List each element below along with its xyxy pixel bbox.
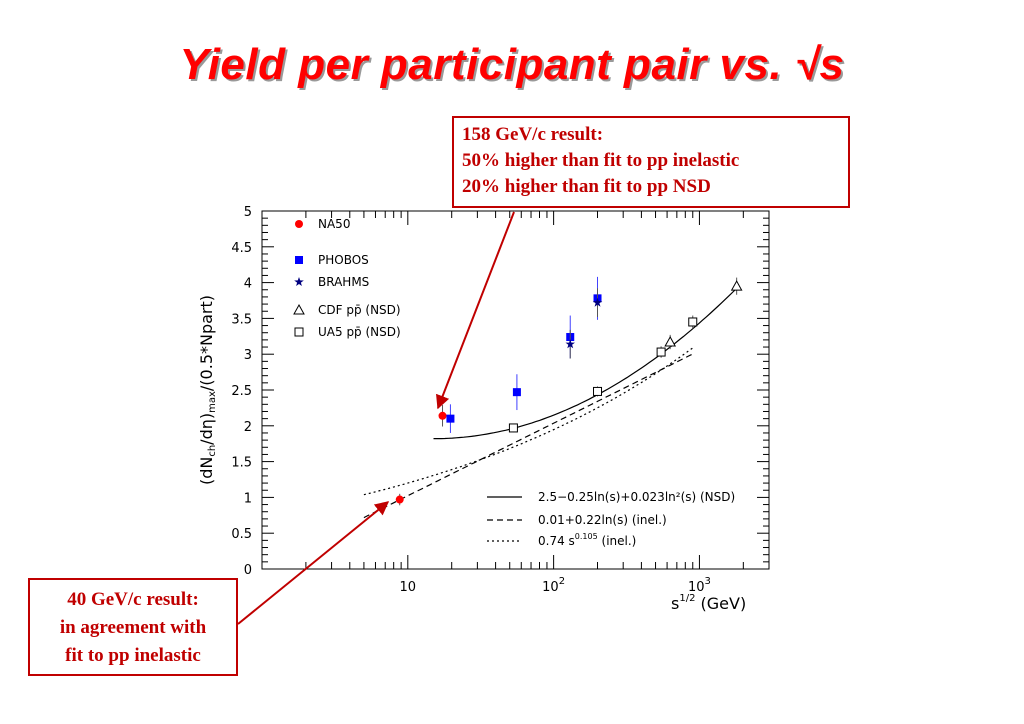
- legend: NA50 PHOBOS BRAHMS CDF pp̄ (NSD) UA5 pp̄ (NS…: [293, 217, 401, 339]
- y-tick-label: 1.5: [231, 456, 252, 471]
- ua5-pp-nsd-point: [688, 317, 698, 327]
- callout-40gev-line-3: fit to pp inelastic: [65, 645, 201, 666]
- y-tick-label: 3.5: [231, 312, 252, 327]
- callout-158gev: 158 GeV/c result: 50% higher than fit to…: [452, 116, 850, 208]
- brahms-point: [592, 297, 603, 307]
- fit-lines: [363, 287, 738, 519]
- x-axis-label: s1/2 (GeV): [671, 593, 746, 613]
- cdf-pp-nsd-point: [664, 335, 677, 347]
- y-tick-label: 3: [244, 348, 252, 363]
- data-points: [395, 276, 743, 506]
- fit-legend-label-dotted: 0.74 s0.105 (inel.): [538, 532, 636, 548]
- ua5-pp-nsd-point: [593, 386, 603, 396]
- na50-point: [438, 411, 447, 420]
- y-tick-label: 0.5: [231, 527, 252, 542]
- na50-point: [395, 495, 404, 504]
- y-tick-label: 0: [244, 563, 252, 578]
- ua5-pp-nsd-point: [508, 423, 518, 433]
- phobos-point: [446, 414, 455, 423]
- callout-40gev-line-2: in agreement with: [59, 617, 207, 638]
- callout-40gev: 40 GeV/c result: in agreement with fit t…: [28, 578, 238, 676]
- y-tick-label: 4: [244, 277, 252, 292]
- callout-top-arrow: [436, 211, 515, 410]
- legend-marker-cdf-pp-nsd: [293, 303, 305, 315]
- fit-curve-dotted: [363, 347, 694, 496]
- y-tick-label: 4.5: [231, 241, 252, 256]
- legend-marker-phobos: [295, 256, 303, 264]
- legend-label-ua5-pp-nsd: UA5 pp̄ (NSD): [318, 325, 401, 339]
- x-axis: 10 102 103: [261, 211, 770, 595]
- cdf-pp-nsd-point: [730, 280, 743, 291]
- fit-curve-dashed: [363, 353, 694, 519]
- callout-158gev-line-3: 20% higher than fit to pp NSD: [462, 176, 711, 197]
- y-tick-label: 2.5: [231, 384, 252, 399]
- y-tick-label: 5: [244, 205, 252, 220]
- fit-legend: 2.5−0.25ln(s)+0.023ln²(s) (NSD) 0.01+0.22…: [487, 490, 735, 548]
- fit-curve-solid: [433, 287, 738, 440]
- y-tick-label: 1: [244, 491, 252, 506]
- legend-marker-na50: [295, 220, 303, 228]
- y-tick-label: 2: [244, 420, 252, 435]
- x-tick-label: 103: [688, 576, 711, 595]
- callout-158gev-line-1: 158 GeV/c result:: [462, 124, 604, 145]
- callout-bottom-arrow: [237, 501, 390, 625]
- y-axis-label: (dNch/dη)max/(0.5*Npart): [197, 295, 218, 485]
- legend-label-phobos: PHOBOS: [318, 253, 369, 267]
- slide-title: Yield per participant pair vs. √s: [179, 40, 845, 89]
- callout-40gev-line-1: 40 GeV/c result:: [67, 589, 199, 610]
- callout-158gev-line-2: 50% higher than fit to pp inelastic: [462, 150, 740, 171]
- y-axis: 0 0.5 1 1.5 2 2.5 3 3.5 4 4.5 5: [231, 205, 769, 578]
- ua5-pp-nsd-point: [656, 347, 666, 357]
- legend-marker-ua5-pp-nsd: [294, 327, 304, 337]
- legend-label-cdf-pp-nsd: CDF pp̄ (NSD): [318, 303, 401, 317]
- legend-label-na50: NA50: [318, 217, 350, 231]
- fit-legend-label-solid: 2.5−0.25ln(s)+0.023ln²(s) (NSD): [538, 490, 735, 504]
- phobos-point: [512, 388, 521, 397]
- fit-legend-label-dashed: 0.01+0.22ln(s) (inel.): [538, 513, 667, 527]
- legend-label-brahms: BRAHMS: [318, 275, 369, 289]
- legend-marker-brahms: [294, 277, 304, 286]
- brahms-point: [565, 339, 575, 349]
- x-tick-label: 102: [542, 576, 565, 595]
- x-tick-label: 10: [400, 580, 417, 595]
